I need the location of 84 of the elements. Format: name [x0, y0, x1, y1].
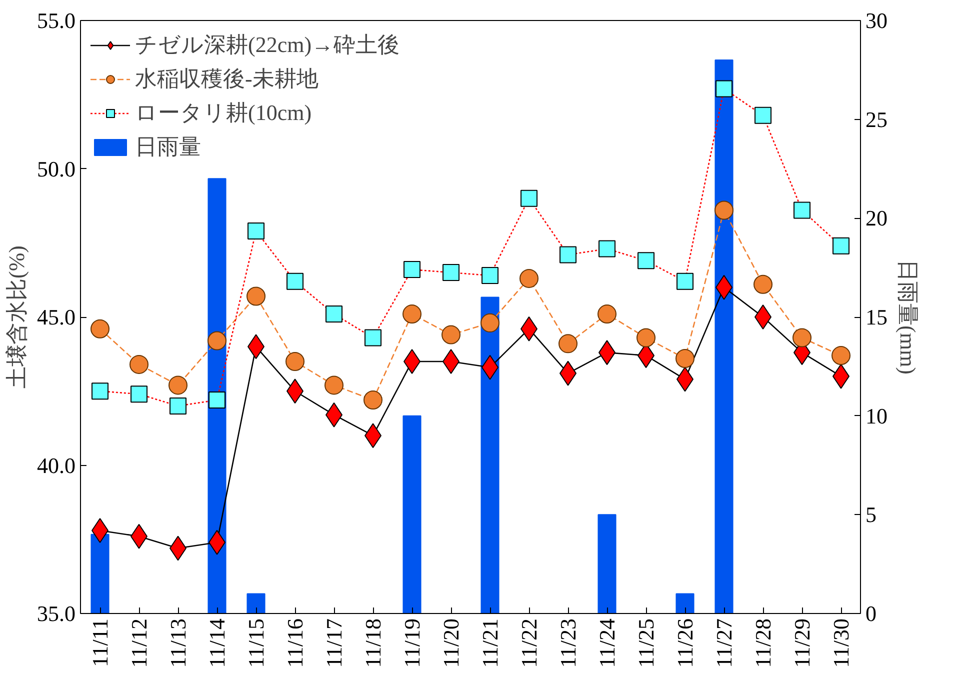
point — [90, 319, 110, 338]
point — [442, 325, 460, 344]
x-tick-label: 11/16 — [282, 618, 308, 668]
point — [520, 268, 538, 288]
point — [246, 286, 266, 306]
y2-tick-label: 20 — [866, 206, 888, 231]
y-tick-label: 40.0 — [37, 452, 76, 478]
y2-tick-label: 5 — [866, 502, 876, 528]
point — [130, 386, 148, 403]
point — [170, 397, 186, 414]
y2-tick-label: 10 — [866, 403, 888, 428]
x-tick-label: 11/11 — [88, 618, 112, 667]
point — [832, 237, 850, 254]
x-tick-label: 11/20 — [438, 618, 464, 668]
y-axis-title: 土壌含水比(%) — [4, 246, 29, 388]
point — [364, 390, 382, 410]
x-tick-label: 11/21 — [478, 618, 502, 668]
point — [676, 349, 694, 368]
point — [598, 304, 616, 324]
legend-label: ロータリ耕(10cm) — [135, 99, 312, 127]
point — [558, 334, 578, 354]
bar — [90, 534, 110, 614]
point — [716, 80, 732, 98]
y-tick-label: 55.0 — [37, 8, 76, 33]
legend-label: 水稲収穫後-未耕地 — [135, 65, 318, 93]
point — [754, 106, 772, 124]
point — [598, 240, 616, 258]
point — [324, 376, 344, 395]
point — [794, 202, 810, 219]
x-tick-label: 11/17 — [322, 618, 346, 668]
bar — [246, 593, 266, 614]
x-tick-label: 11/30 — [828, 618, 854, 668]
point — [482, 266, 498, 284]
point — [208, 331, 226, 350]
point — [326, 306, 342, 323]
point — [286, 272, 304, 290]
y-tick-label: 45.0 — [37, 304, 76, 330]
x-tick-label: 11/12 — [126, 618, 152, 668]
y2-tick-label: 15 — [866, 304, 888, 330]
point — [130, 354, 148, 374]
y-tick-label: 50.0 — [37, 156, 76, 182]
y2-tick-label: 30 — [866, 8, 888, 33]
point — [676, 272, 694, 290]
x-tick-label: 11/18 — [360, 618, 386, 668]
point — [442, 264, 460, 282]
x-tick-label: 11/24 — [594, 618, 620, 668]
point — [714, 200, 734, 220]
y2-tick-label: 0 — [866, 601, 876, 626]
x-tick-label: 11/25 — [634, 618, 658, 668]
x-tick-label: 11/27 — [712, 618, 736, 668]
bar — [598, 514, 616, 614]
point — [248, 222, 264, 240]
point — [520, 190, 538, 207]
point — [168, 376, 188, 395]
point — [208, 392, 226, 409]
y-tick-label: 35.0 — [37, 601, 76, 626]
point — [560, 246, 576, 264]
point — [832, 346, 850, 366]
point — [638, 252, 654, 270]
point — [480, 313, 500, 332]
point — [92, 382, 108, 400]
x-tick-label: 11/26 — [672, 618, 698, 668]
x-tick-label: 11/23 — [556, 618, 580, 668]
bar — [402, 415, 422, 614]
legend-label: チゼル深耕(22cm)→砕土後 — [135, 31, 400, 59]
y2-tick-label: 25 — [866, 106, 888, 132]
legend-label: 日雨量 — [135, 133, 201, 161]
point — [286, 352, 304, 371]
x-tick-label: 11/13 — [166, 618, 190, 668]
point — [402, 304, 422, 324]
point — [754, 274, 772, 294]
point — [792, 328, 812, 348]
x-tick-label: 11/14 — [204, 618, 230, 668]
point — [636, 328, 656, 348]
x-tick-label: 11/22 — [516, 618, 542, 668]
point — [364, 329, 382, 346]
point — [404, 261, 420, 278]
bar — [480, 296, 500, 614]
x-tick-label: 11/29 — [790, 618, 814, 668]
bar — [676, 593, 694, 614]
x-tick-label: 11/15 — [244, 618, 268, 668]
x-tick-label: 11/28 — [750, 618, 776, 668]
y2-axis-title: 日雨量(mm) — [896, 260, 920, 374]
x-tick-label: 11/19 — [400, 618, 424, 668]
